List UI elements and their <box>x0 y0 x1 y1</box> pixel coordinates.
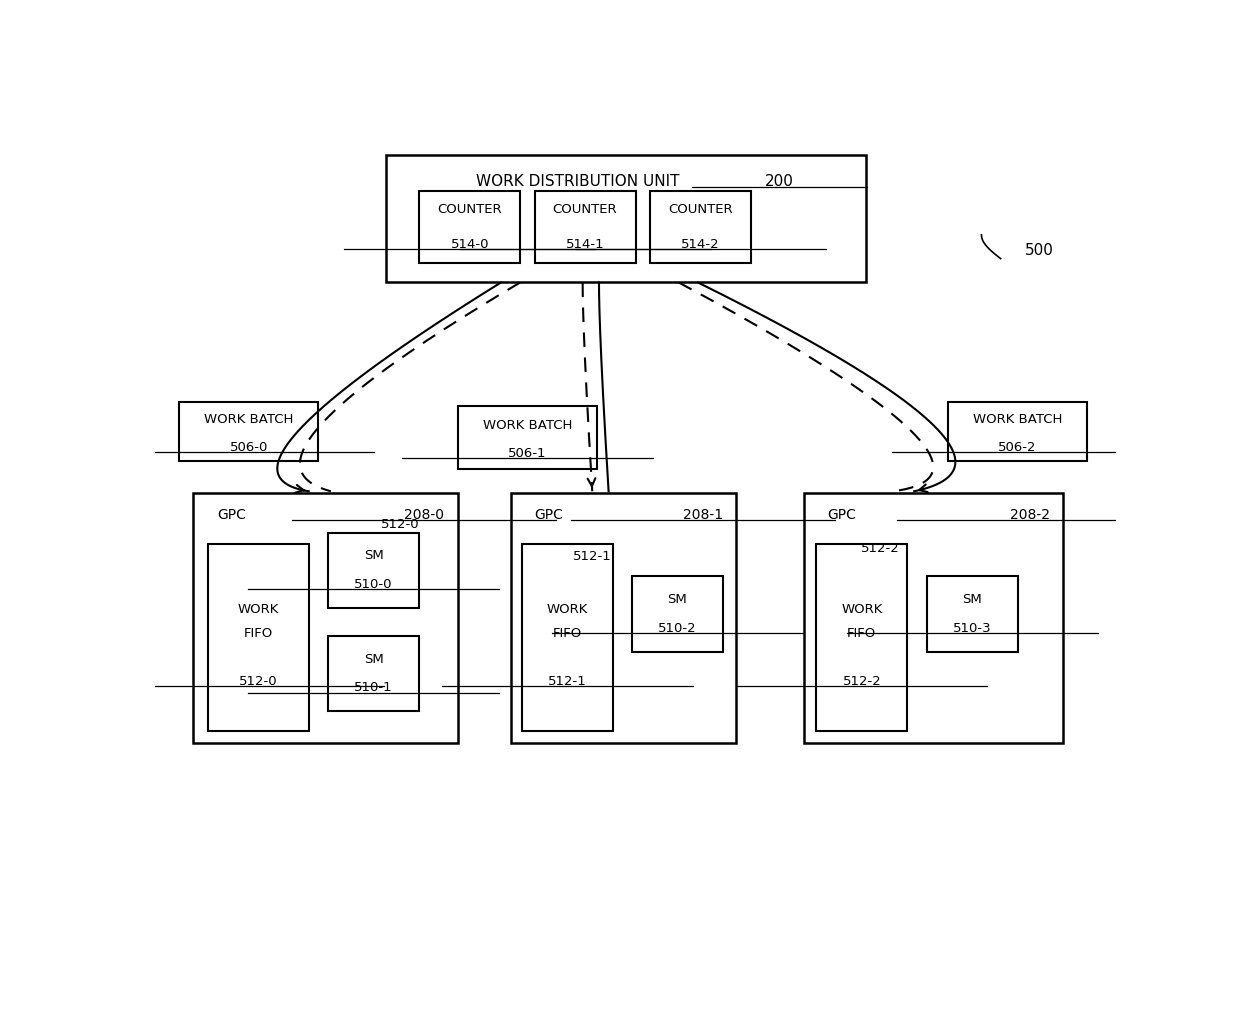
Text: WORK BATCH: WORK BATCH <box>973 413 1063 426</box>
Text: 512-1: 512-1 <box>573 550 611 563</box>
FancyBboxPatch shape <box>179 402 319 461</box>
Text: 514-0: 514-0 <box>450 238 489 251</box>
FancyBboxPatch shape <box>816 544 908 731</box>
Text: 512-2: 512-2 <box>842 675 882 688</box>
FancyBboxPatch shape <box>386 156 866 282</box>
Text: 510-2: 510-2 <box>658 622 697 635</box>
Text: WORK: WORK <box>547 603 589 617</box>
Text: WORK DISTRIBUTION UNIT: WORK DISTRIBUTION UNIT <box>476 174 680 189</box>
FancyBboxPatch shape <box>926 576 1018 652</box>
Text: FIFO: FIFO <box>244 627 273 640</box>
Text: 510-3: 510-3 <box>954 622 992 635</box>
Text: 200: 200 <box>765 174 794 189</box>
Text: GPC: GPC <box>534 508 563 522</box>
Text: 512-0: 512-0 <box>381 519 419 531</box>
Text: COUNTER: COUNTER <box>553 203 618 215</box>
FancyBboxPatch shape <box>534 191 635 263</box>
Text: 514-1: 514-1 <box>565 238 604 251</box>
FancyBboxPatch shape <box>327 533 419 608</box>
Text: 506-0: 506-0 <box>229 440 268 454</box>
FancyBboxPatch shape <box>208 544 309 731</box>
Text: 510-0: 510-0 <box>355 578 393 591</box>
Text: 510-1: 510-1 <box>355 681 393 694</box>
FancyBboxPatch shape <box>522 544 614 731</box>
Text: WORK BATCH: WORK BATCH <box>482 419 572 432</box>
Text: 506-2: 506-2 <box>998 440 1037 454</box>
Text: 514-2: 514-2 <box>681 238 719 251</box>
Text: SM: SM <box>363 550 383 563</box>
Text: SM: SM <box>962 593 982 606</box>
FancyBboxPatch shape <box>193 493 458 743</box>
Text: FIFO: FIFO <box>553 627 583 640</box>
FancyBboxPatch shape <box>947 402 1087 461</box>
Text: GPC: GPC <box>828 508 857 522</box>
Text: 512-2: 512-2 <box>862 542 900 555</box>
Text: COUNTER: COUNTER <box>668 203 733 215</box>
FancyBboxPatch shape <box>804 493 1063 743</box>
Text: 512-0: 512-0 <box>239 675 278 688</box>
Text: COUNTER: COUNTER <box>438 203 502 215</box>
Text: SM: SM <box>363 653 383 666</box>
Text: 208-1: 208-1 <box>683 508 723 522</box>
FancyBboxPatch shape <box>458 405 596 469</box>
FancyBboxPatch shape <box>327 636 419 711</box>
FancyBboxPatch shape <box>511 493 737 743</box>
Text: SM: SM <box>667 593 687 606</box>
Text: 208-0: 208-0 <box>404 508 444 522</box>
FancyBboxPatch shape <box>631 576 723 652</box>
Text: WORK: WORK <box>238 603 279 617</box>
FancyBboxPatch shape <box>650 191 751 263</box>
Text: FIFO: FIFO <box>847 627 877 640</box>
Text: 208-2: 208-2 <box>1009 508 1049 522</box>
Text: 500: 500 <box>1024 243 1054 258</box>
Text: 506-1: 506-1 <box>508 446 547 460</box>
Text: 512-1: 512-1 <box>548 675 587 688</box>
Text: WORK BATCH: WORK BATCH <box>205 413 294 426</box>
Text: GPC: GPC <box>217 508 247 522</box>
FancyBboxPatch shape <box>419 191 521 263</box>
Text: WORK: WORK <box>841 603 883 617</box>
